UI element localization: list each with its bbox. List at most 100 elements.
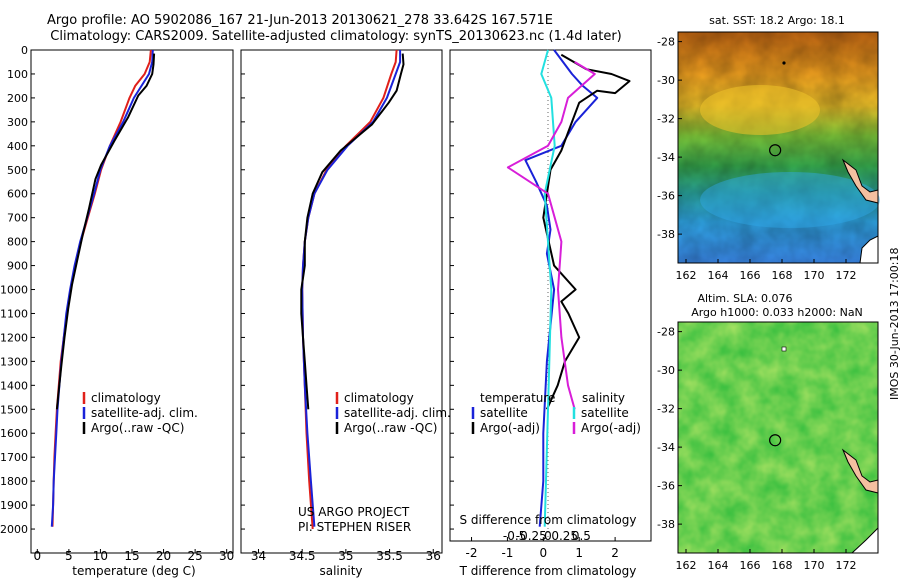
salinity-tick-label: -0.5 xyxy=(503,529,526,543)
figure-title-line2: Climatology: CARS2009. Satellite-adjuste… xyxy=(50,29,622,44)
map-xtick-label: 164 xyxy=(708,269,729,282)
xtick-label: 35 xyxy=(338,549,353,563)
ytick-label: 1400 xyxy=(0,379,28,392)
xtick-label: 36 xyxy=(426,549,441,563)
ytick-label: 100 xyxy=(7,68,28,81)
map-xtick-label: 168 xyxy=(772,559,793,572)
argo-dot xyxy=(782,61,786,65)
legend-label-temp-argo: Argo(-adj) xyxy=(480,421,540,435)
legend-label-climatology: climatology xyxy=(91,391,161,405)
ytick-label: 1500 xyxy=(0,403,28,416)
ytick-label: 1900 xyxy=(0,499,28,512)
xtick-label: 2 xyxy=(611,546,619,560)
difference-panel: -2 -1 0 1 2 -0.5-0.250 0.250.5 S difference f… xyxy=(449,49,652,578)
sla-map: Altim. SLA: 0.076 Argo h1000: 0.033 h200… xyxy=(657,292,879,572)
argo-position-marker xyxy=(769,434,782,447)
map-ytick-label: -38 xyxy=(657,228,675,241)
difference-series xyxy=(506,49,631,527)
difference-yticks xyxy=(450,49,454,530)
ytick-label: 200 xyxy=(7,92,28,105)
map-ytick-label: -38 xyxy=(657,518,675,531)
salinity-tick-label: 0.25 xyxy=(551,529,578,543)
legend-label-argo: Argo(..raw -QC) xyxy=(344,421,437,435)
map-xtick-label: 166 xyxy=(740,559,761,572)
xtick-label: 15 xyxy=(124,549,139,563)
legend-label-climatology: climatology xyxy=(344,391,414,405)
series-line-difference-0 xyxy=(524,49,599,527)
salinity-tick-label: 0.5 xyxy=(572,529,591,543)
temperature-xlabel: temperature (deg C) xyxy=(72,564,195,578)
series-line-salinity-2 xyxy=(300,53,405,410)
sla-yticks: -28 -30 -32 -34 -36 -38 xyxy=(657,326,682,531)
sla-map-title-line2: Argo h1000: 0.033 h2000: NaN xyxy=(691,306,863,319)
salinity-legend: climatology satellite-adj. clim. Argo(..… xyxy=(335,391,451,435)
map-ytick-label: -32 xyxy=(657,113,675,126)
legend-label-sal-argo: Argo(-adj) xyxy=(581,421,641,435)
depth-yticks: 0 100 200 300 400 500 600 700 800 900 1000 1100 1200… xyxy=(0,44,35,536)
temperature-series xyxy=(50,49,156,527)
xtick-label: 10 xyxy=(93,549,108,563)
xtick-label: 0 xyxy=(540,546,548,560)
temperature-panel: 0 5 10 15 20 25 30 0 100 200 300 400 500 600 700 800 90… xyxy=(0,44,234,578)
xtick-label: 35.5 xyxy=(376,549,403,563)
map-ytick-label: -28 xyxy=(657,36,675,49)
salinity-xlabel: salinity xyxy=(319,564,362,578)
ytick-label: 1200 xyxy=(0,331,28,344)
map-ytick-label: -36 xyxy=(657,480,675,493)
series-line-temperature-2 xyxy=(55,53,156,410)
sla-texture xyxy=(678,322,878,553)
legend-label-argo: Argo(..raw -QC) xyxy=(91,421,184,435)
xtick-label: 1 xyxy=(575,546,583,560)
sst-axes xyxy=(677,31,879,264)
map-xtick-label: 172 xyxy=(836,269,857,282)
sst-map: sat. SST: 18.2 Argo: 18.1 162 164 166 168 17… xyxy=(657,14,880,282)
map-xtick-label: 166 xyxy=(740,269,761,282)
ytick-label: 500 xyxy=(7,164,28,177)
xtick-label: -2 xyxy=(466,546,478,560)
map-xtick-label: 162 xyxy=(676,269,697,282)
xtick-label: 30 xyxy=(219,549,234,563)
sla-axes xyxy=(677,321,879,554)
figure-title-line1: Argo profile: AO 5902086_167 21-Jun-2013… xyxy=(47,13,553,28)
sst-yticks: -28 -30 -32 -34 -36 -38 xyxy=(657,36,682,241)
salinity-yticks xyxy=(241,49,245,530)
argo-position-marker xyxy=(769,144,782,157)
warm-patch xyxy=(700,85,820,135)
series-line-difference-2 xyxy=(540,49,556,527)
xtick-label: 5 xyxy=(65,549,73,563)
ytick-label: 700 xyxy=(7,212,28,225)
map-ytick-label: -36 xyxy=(657,190,675,203)
salinity-axes xyxy=(240,49,443,554)
sla-xticks: 162 164 166 168 170 172 xyxy=(676,549,857,572)
cool-patch xyxy=(700,172,880,228)
xtick-label: -1 xyxy=(501,546,513,560)
sla-map-title-line1: Altim. SLA: 0.076 xyxy=(697,292,792,305)
salinity-tick-label: 0 xyxy=(544,529,552,543)
ytick-label: 1100 xyxy=(0,307,28,320)
legend-label-sal-satellite: satellite xyxy=(581,406,629,420)
credit-pi: PI: STEPHEN RISER xyxy=(298,520,411,534)
ytick-label: 800 xyxy=(7,236,28,249)
xtick-label: 34 xyxy=(251,549,266,563)
map-xtick-label: 170 xyxy=(804,269,825,282)
ytick-label: 1300 xyxy=(0,355,28,368)
salinity-series xyxy=(300,49,405,530)
map-ytick-label: -30 xyxy=(657,74,675,87)
ytick-label: 1000 xyxy=(0,284,28,297)
sst-texture xyxy=(678,32,878,263)
difference-xticks: -2 -1 0 1 2 xyxy=(466,537,619,560)
legend-label-satellite: satellite-adj. clim. xyxy=(344,406,451,420)
xtick-label: 34.5 xyxy=(289,549,316,563)
map-xtick-label: 162 xyxy=(676,559,697,572)
ytick-label: 900 xyxy=(7,260,28,273)
sst-xticks: 162 164 166 168 170 172 xyxy=(676,259,857,282)
ytick-label: 2000 xyxy=(0,523,28,536)
series-line-temperature-1 xyxy=(50,49,154,527)
salinity-panel: 34 34.5 35 35.5 36 salinity climatology sate… xyxy=(240,49,451,578)
legend-title-temperature: temperature xyxy=(480,391,555,405)
difference-temperature-xlabel: T difference from climatology xyxy=(459,564,637,578)
salinity-xticks: 34 34.5 35 35.5 36 xyxy=(251,549,441,563)
legend-label-satellite: satellite-adj. clim. xyxy=(91,406,198,420)
map-xtick-label: 170 xyxy=(804,559,825,572)
